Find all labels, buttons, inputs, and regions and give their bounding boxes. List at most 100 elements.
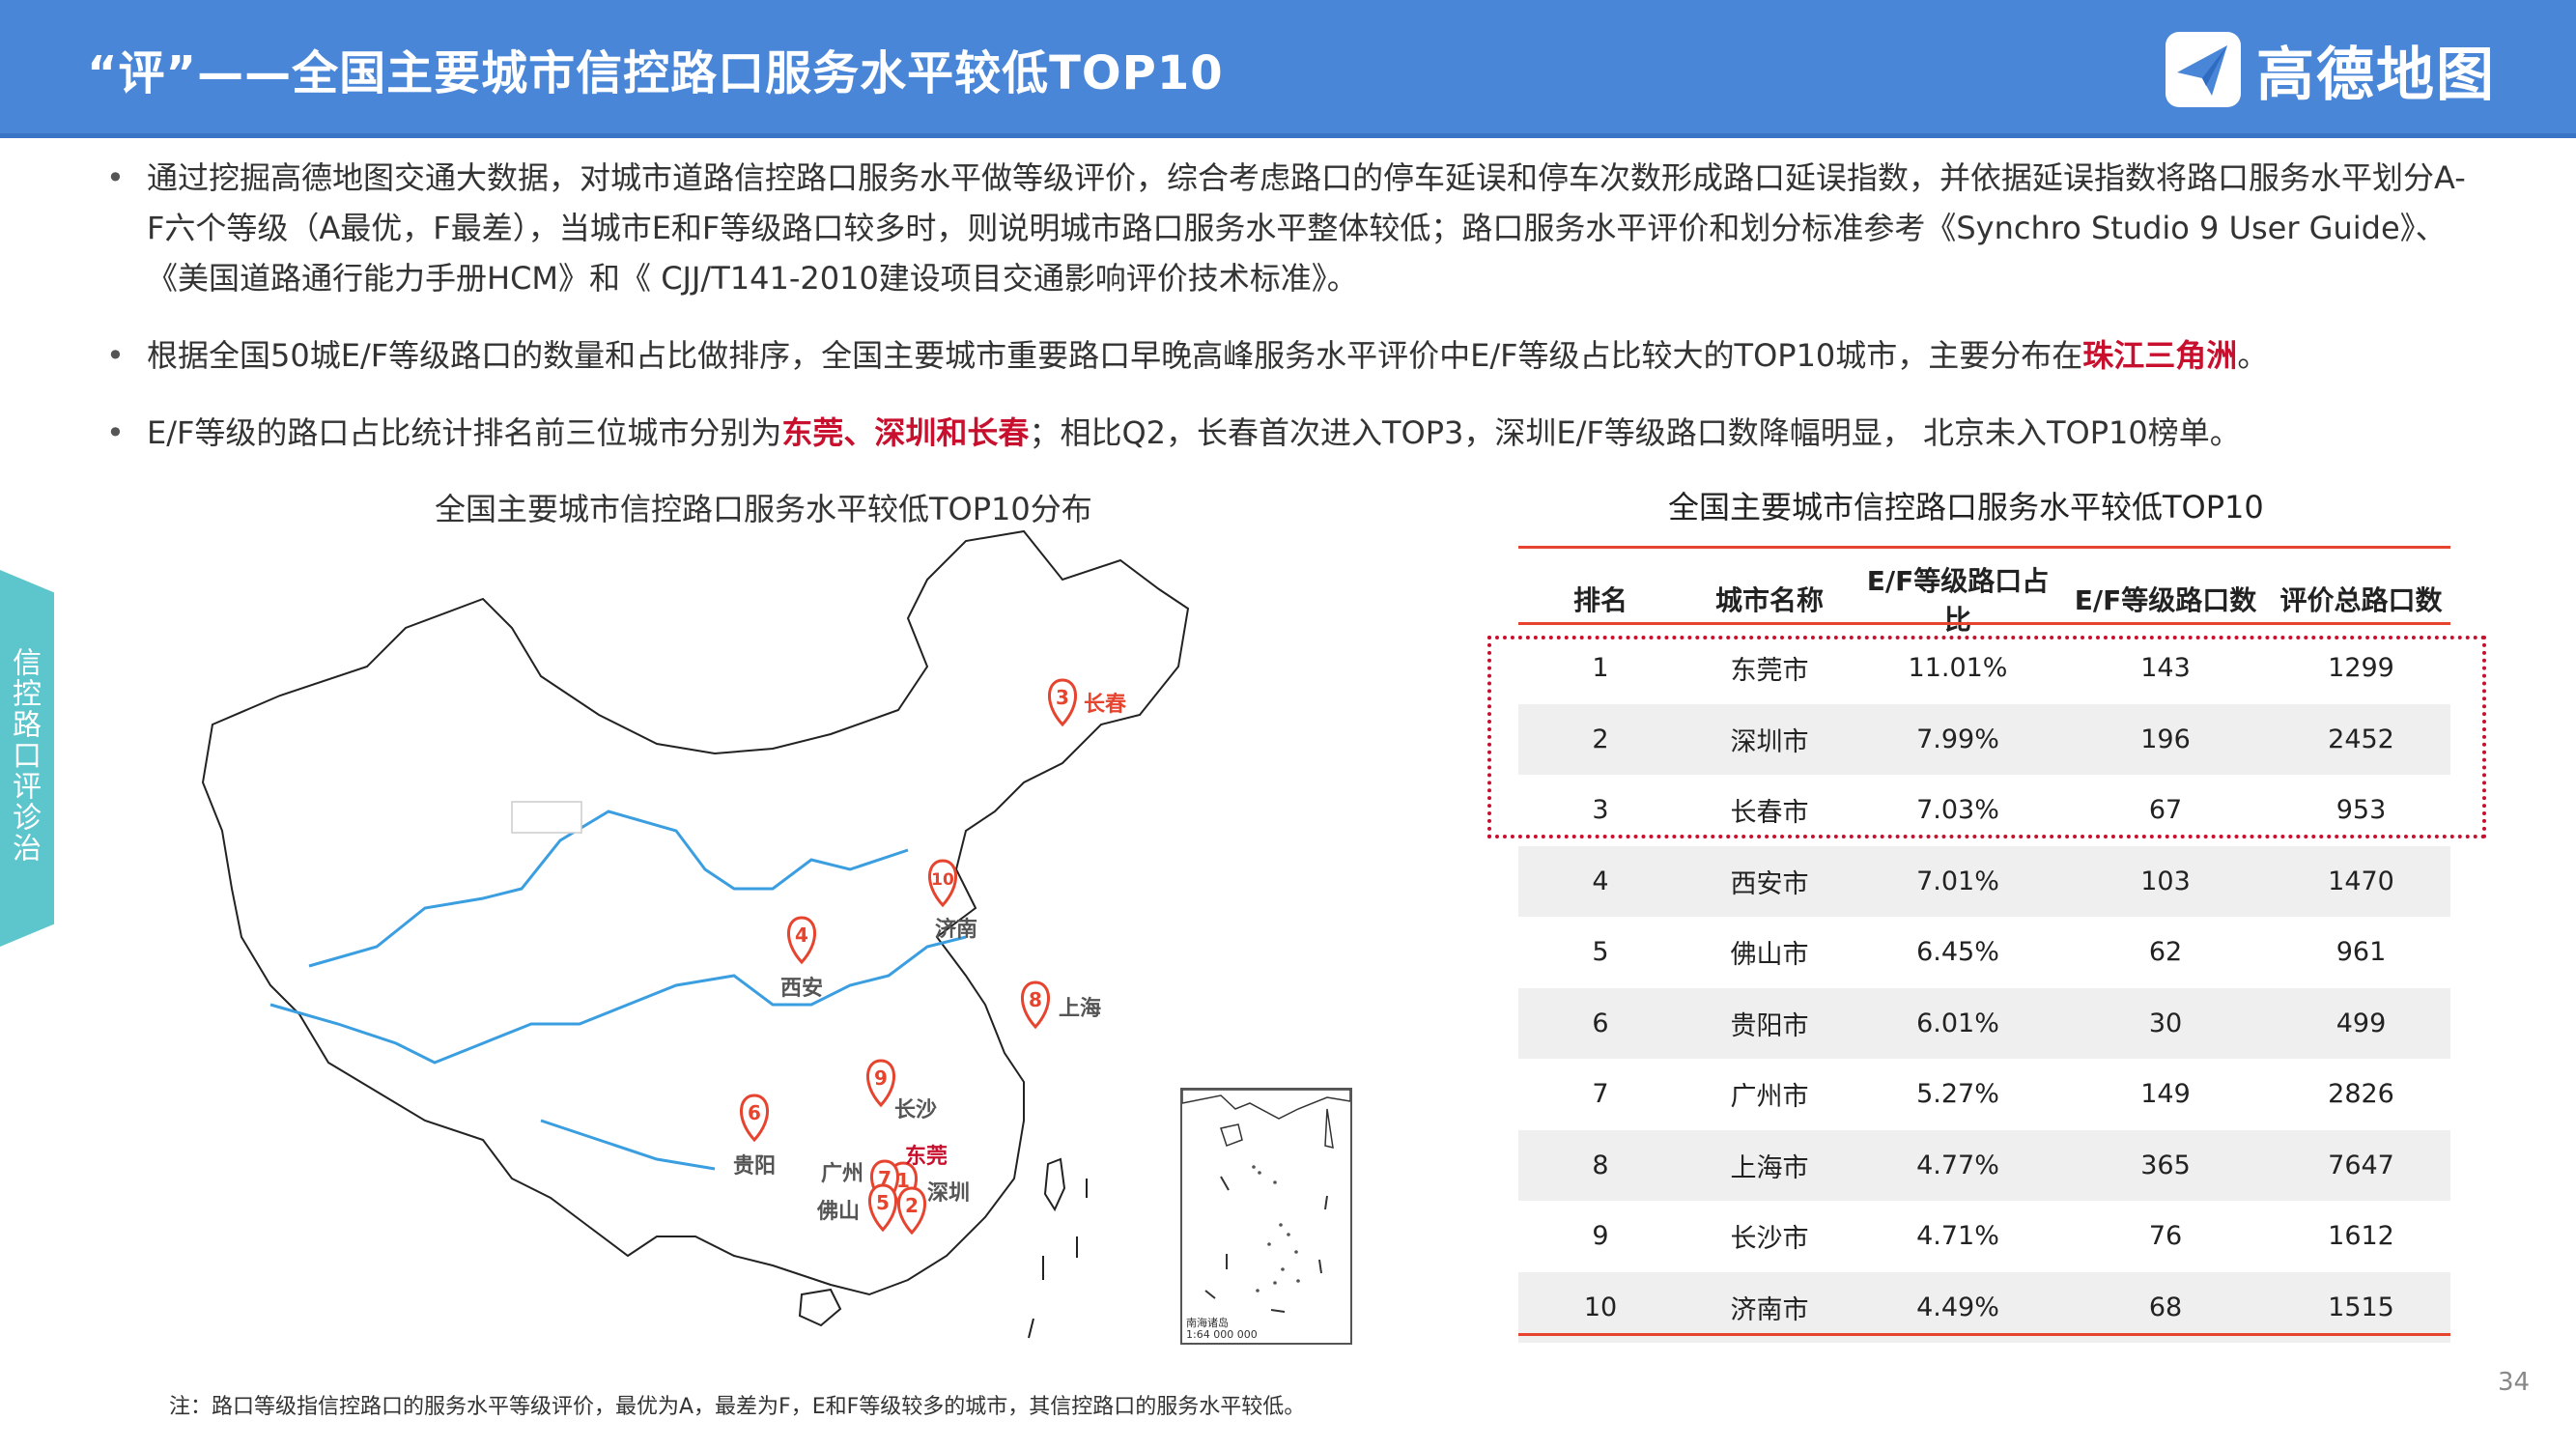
- amap-logo-text: 高德地图: [2256, 41, 2496, 109]
- pin-city: 深圳: [927, 1181, 970, 1206]
- cell-city: 济南市: [1730, 1294, 1809, 1325]
- cell-rank: 3: [1592, 795, 1609, 826]
- cell-city: 佛山市: [1730, 940, 1809, 971]
- cell-ef-ratio: 7.01%: [1916, 866, 1999, 896]
- cell-city: 西安市: [1730, 868, 1809, 899]
- header-ef-ratio: E/F等级路口占比: [1866, 565, 2050, 636]
- bullet-text-end: 。: [2237, 337, 2269, 374]
- inset-map: [1181, 1089, 1351, 1313]
- pin-guiyang: 6 贵阳: [733, 1094, 776, 1179]
- page-number: 34: [2498, 1368, 2531, 1397]
- table-row: 6 贵阳市 6.01% 30 499: [1518, 987, 2450, 1059]
- pin-changsha: 9 长沙: [866, 1059, 937, 1122]
- side-section-label: 信控路口评诊治: [7, 647, 41, 864]
- header-city: 城市名称: [1714, 584, 1824, 616]
- taiwan-island: [1043, 1157, 1066, 1212]
- cell-city: 上海市: [1730, 1152, 1809, 1183]
- cell-ef-count: 67: [2148, 795, 2183, 826]
- inset-label-name: 南海诸岛: [1186, 1317, 1229, 1329]
- table-header-row: 排名 城市名称 E/F等级路口占比 E/F等级路口数 评价总路口数: [1518, 565, 2450, 636]
- bullet-highlight: 东莞、深圳和长春: [781, 414, 1030, 451]
- bullet-text: 根据全国50城E/F等级路口的数量和占比做排序，全国主要城市重要路口早晚高峰服务…: [147, 337, 2083, 374]
- map-blank-label: [511, 801, 582, 834]
- cell-rank: 7: [1592, 1079, 1609, 1110]
- header-total: 评价总路口数: [2279, 584, 2443, 616]
- table-row: 2 深圳市 7.99% 196 2452: [1518, 703, 2450, 775]
- pin-city: 长春: [1084, 693, 1126, 717]
- cell-ef-ratio: 6.45%: [1916, 937, 1999, 968]
- cell-city: 贵阳市: [1730, 1010, 1809, 1041]
- table-top-rule: [1518, 546, 2450, 549]
- map-title: 全国主要城市信控路口服务水平较低TOP10分布: [435, 491, 1092, 527]
- page-title: “评”——全国主要城市信控路口服务水平较低TOP10: [87, 46, 1224, 100]
- amap-logo: 高德地图: [2164, 29, 2496, 110]
- bullet-top3: E/F等级的路口占比统计排名前三位城市分别为东莞、深圳和长春；相比Q2，长春首次…: [106, 408, 2473, 458]
- pin-foshan: 5 佛山: [816, 1183, 897, 1233]
- cell-rank: 10: [1583, 1292, 1618, 1322]
- cell-ef-count: 196: [2140, 724, 2191, 754]
- inset-label: 南海诸岛 1:64 000 000: [1186, 1318, 1258, 1341]
- table-body: 1 东莞市 11.01% 143 1299 2 深圳市 7.99% 196 2452 3 长春市 7.0…: [1518, 633, 2450, 1343]
- table-row: 9 长沙市 4.71% 76 1612: [1518, 1201, 2450, 1272]
- cell-ef-count: 68: [2148, 1292, 2183, 1322]
- top3-highlight-box: [1487, 636, 2486, 838]
- cell-rank: 1: [1592, 653, 1609, 684]
- hainan-island: [798, 1288, 842, 1327]
- cell-ef-ratio: 4.49%: [1916, 1292, 1999, 1322]
- yellow-river: [308, 810, 909, 968]
- bullet-text: 通过挖掘高德地图交通大数据，对城市道路信控路口服务水平做等级评价，综合考虑路口的…: [147, 159, 2466, 297]
- table-row: 10 济南市 4.49% 68 1515: [1518, 1271, 2450, 1343]
- side-section-tab: [0, 570, 54, 947]
- cell-city: 东莞市: [1730, 656, 1809, 687]
- cell-ef-count: 103: [2140, 866, 2191, 896]
- pin-jinan: 10 济南: [928, 859, 977, 942]
- table-row: 8 上海市 4.77% 365 7647: [1518, 1129, 2450, 1201]
- pin-city: 广州: [821, 1161, 863, 1186]
- table-title: 全国主要城市信控路口服务水平较低TOP10: [1668, 489, 2264, 526]
- cell-ef-ratio: 7.99%: [1916, 724, 1999, 754]
- cell-city: 广州市: [1730, 1082, 1809, 1113]
- pin-changchun: 3 长春: [1048, 678, 1126, 727]
- cell-rank: 9: [1592, 1221, 1609, 1252]
- pin-rank: 3: [1056, 686, 1069, 709]
- header-rank: 排名: [1572, 584, 1628, 616]
- cell-city: 深圳市: [1730, 726, 1809, 757]
- cell-ef-ratio: 7.03%: [1916, 795, 1999, 826]
- intro-bullets: 通过挖掘高德地图交通大数据，对城市道路信控路口服务水平做等级评价，综合考虑路口的…: [106, 153, 2473, 485]
- bullet-methodology: 通过挖掘高德地图交通大数据，对城市道路信控路口服务水平做等级评价，综合考虑路口的…: [106, 153, 2473, 303]
- cell-city: 长沙市: [1730, 1224, 1809, 1255]
- pin-rank: 10: [931, 870, 954, 890]
- pin-rank: 2: [905, 1194, 919, 1217]
- cell-ef-count: 143: [2140, 653, 2191, 684]
- pin-rank: 8: [1029, 988, 1042, 1011]
- pin-city: 东莞: [905, 1144, 948, 1169]
- table-bottom-rule: [1518, 1333, 2450, 1336]
- pin-rank: 5: [876, 1191, 890, 1214]
- china-map: 3 长春 10 济南 4 西安 8 上海 9 长沙 6 贵阳 1 东莞 7 广州…: [201, 529, 1190, 1339]
- cell-ef-ratio: 4.77%: [1916, 1150, 1999, 1180]
- inset-label-scale: 1:64 000 000: [1186, 1328, 1258, 1341]
- pin-city: 佛山: [816, 1200, 860, 1224]
- cell-ef-ratio: 5.27%: [1916, 1079, 1999, 1110]
- sea-dash: [1028, 1179, 1088, 1339]
- table-row: 3 长春市 7.03% 67 953: [1518, 775, 2450, 846]
- table-header-rule: [1518, 622, 2450, 625]
- cell-ef-ratio: 11.01%: [1908, 653, 2008, 684]
- pin-rank: 4: [795, 923, 808, 947]
- amap-logo-icon: [2166, 32, 2241, 107]
- cell-total: 2826: [2328, 1079, 2394, 1110]
- cell-ef-count: 149: [2140, 1079, 2191, 1110]
- header-bar: “评”——全国主要城市信控路口服务水平较低TOP10 高德地图: [0, 0, 2576, 138]
- cell-rank: 5: [1592, 937, 1609, 968]
- bullet-distribution: 根据全国50城E/F等级路口的数量和占比做排序，全国主要城市重要路口早晚高峰服务…: [106, 330, 2473, 381]
- pin-rank: 6: [748, 1101, 761, 1124]
- cell-rank: 2: [1592, 724, 1609, 754]
- pin-xian: 4 西安: [780, 916, 823, 1001]
- table-row: 7 广州市 5.27% 149 2826: [1518, 1059, 2450, 1130]
- cell-total: 499: [2335, 1008, 2387, 1038]
- cell-total: 961: [2335, 937, 2387, 968]
- cell-ef-count: 62: [2148, 937, 2183, 968]
- cell-total: 1515: [2328, 1292, 2394, 1322]
- pin-city: 西安: [780, 976, 823, 1001]
- pin-rank: 9: [874, 1066, 888, 1090]
